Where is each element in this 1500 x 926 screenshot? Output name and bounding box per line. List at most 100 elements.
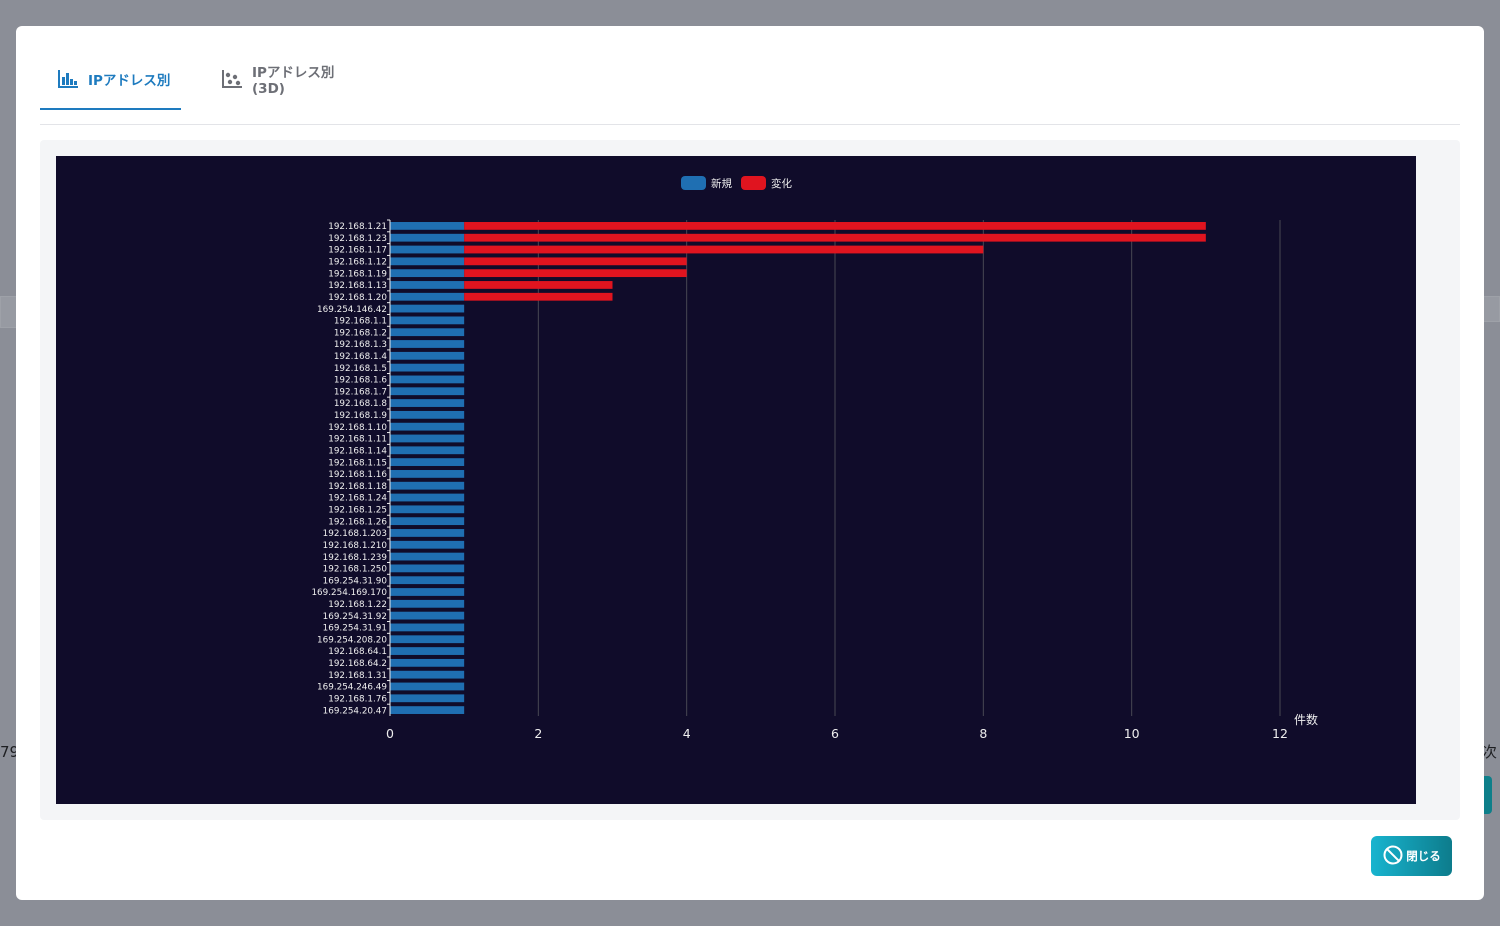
bar-new <box>390 588 465 596</box>
background-input-fragment-right <box>1482 296 1500 322</box>
x-tick-label: 8 <box>979 726 987 741</box>
y-tick-label: 192.168.1.17 <box>328 246 387 256</box>
bar-new <box>390 363 465 372</box>
bar-new <box>390 529 465 537</box>
y-tick-label: 192.168.1.15 <box>328 458 387 468</box>
bar-new <box>390 446 465 455</box>
bar-new <box>390 517 465 526</box>
tab-ip-address-3d-label: IPアドレス別(3D) <box>252 65 335 97</box>
y-tick-label: 192.168.1.16 <box>328 470 387 480</box>
bar-new <box>390 458 465 466</box>
bar-new <box>390 682 465 691</box>
close-button[interactable]: 閉じる <box>1371 836 1452 876</box>
y-tick-label: 192.168.1.250 <box>323 565 388 575</box>
y-tick-label: 192.168.1.2 <box>334 328 387 338</box>
bar-new <box>390 493 465 502</box>
chart-area: 192.168.1.21 192.168.1.23 192.168.1.17 192.… <box>56 156 1416 804</box>
bar-new <box>390 470 465 478</box>
bar-new <box>390 505 465 514</box>
y-tick-label: 192.168.1.18 <box>328 482 387 492</box>
bar-new <box>390 552 465 561</box>
y-tick-label: 192.168.1.1 <box>334 317 387 327</box>
y-tick-label: 192.168.1.239 <box>323 553 387 563</box>
legend-label: 新規 <box>711 177 732 190</box>
bar-new <box>390 316 465 325</box>
tab-ip-address-label: IPアドレス別 <box>88 73 171 89</box>
bar-change <box>464 222 1206 230</box>
bar-change <box>464 257 687 266</box>
x-tick-label: 10 <box>1124 726 1140 741</box>
y-tick-label: 192.168.1.203 <box>323 529 387 539</box>
y-tick-label: 192.168.1.24 <box>328 494 387 504</box>
y-tick-label: 192.168.1.3 <box>334 340 387 350</box>
y-tick-label: 192.168.64.1 <box>328 647 387 657</box>
y-tick-label: 192.168.1.9 <box>334 411 387 421</box>
bar-new <box>390 635 465 644</box>
close-button-label: 閉じる <box>1406 849 1441 863</box>
y-tick-label: 169.254.169.170 <box>311 588 387 598</box>
bar-new <box>390 611 465 620</box>
bar-new <box>390 351 465 360</box>
bar-new <box>390 599 465 608</box>
y-tick-label: 169.254.31.90 <box>323 576 388 586</box>
y-tick-label: 192.168.1.13 <box>328 281 387 291</box>
background-button-fragment <box>1484 776 1492 814</box>
bar-new <box>390 564 465 573</box>
y-tick-label: 192.168.1.210 <box>323 541 388 551</box>
y-tick-label: 192.168.1.10 <box>328 423 387 433</box>
bar-new <box>390 658 465 667</box>
bar-change <box>464 281 613 289</box>
bar-new <box>390 281 465 289</box>
background-count-fragment: 79 <box>0 743 20 761</box>
x-tick-label: 6 <box>831 726 839 741</box>
bar-chart: 192.168.1.21 192.168.1.23 192.168.1.17 192.… <box>311 176 1318 741</box>
bar-new <box>390 222 465 230</box>
bar-change <box>464 245 984 254</box>
bar-new <box>390 387 465 396</box>
prohibited-circle-icon <box>1382 844 1404 869</box>
y-tick-label: 169.254.20.47 <box>323 706 387 716</box>
x-tick-label: 2 <box>534 726 542 741</box>
y-tick-label: 169.254.208.20 <box>317 635 387 645</box>
tab-ip-address[interactable]: IPアドレス別 <box>40 50 181 110</box>
bar-new <box>390 694 465 703</box>
y-tick-label: 169.254.31.92 <box>323 612 387 622</box>
bar-new <box>390 233 465 242</box>
bar-change <box>464 233 1206 242</box>
tab-bar: IPアドレス別 IPアドレス別(3D) <box>40 50 1460 125</box>
background-next-fragment: 次 <box>1482 743 1498 761</box>
bar-change <box>464 292 613 301</box>
y-tick-label: 192.168.1.5 <box>334 364 387 374</box>
y-tick-label: 192.168.1.4 <box>334 352 388 362</box>
y-tick-label: 192.168.1.8 <box>334 399 387 409</box>
y-tick-label: 192.168.1.12 <box>328 258 387 268</box>
y-tick-label: 192.168.1.7 <box>334 387 387 397</box>
y-tick-label: 192.168.1.26 <box>328 517 387 527</box>
y-tick-label: 169.254.146.42 <box>317 305 387 315</box>
bar-new <box>390 410 465 419</box>
chart-modal: IPアドレス別 IPアドレス別(3D) 192.168.1.21 192.168.… <box>16 26 1484 900</box>
legend-swatch <box>681 176 706 190</box>
bar-chart-icon <box>56 68 80 90</box>
x-tick-label: 4 <box>683 726 691 741</box>
bar-new <box>390 399 465 407</box>
y-tick-label: 192.168.1.11 <box>328 435 387 445</box>
x-tick-label: 0 <box>386 726 394 741</box>
bar-new <box>390 540 465 549</box>
bar-new <box>390 257 465 266</box>
tab-ip-address-3d[interactable]: IPアドレス別(3D) <box>204 50 364 108</box>
bar-new <box>390 434 465 443</box>
bar-new <box>390 670 465 679</box>
y-tick-label: 192.168.1.23 <box>328 234 387 244</box>
x-axis-label: 件数 <box>1294 712 1318 727</box>
bar-new <box>390 340 465 348</box>
y-tick-label: 192.168.1.20 <box>328 293 387 303</box>
legend-label: 変化 <box>771 177 792 190</box>
y-tick-label: 192.168.1.6 <box>334 376 388 386</box>
bar-new <box>390 647 465 655</box>
y-tick-label: 192.168.1.31 <box>328 671 387 681</box>
bar-new <box>390 304 465 313</box>
bar-new <box>390 292 465 301</box>
bar-new <box>390 706 465 714</box>
y-tick-label: 192.168.64.2 <box>328 659 387 669</box>
